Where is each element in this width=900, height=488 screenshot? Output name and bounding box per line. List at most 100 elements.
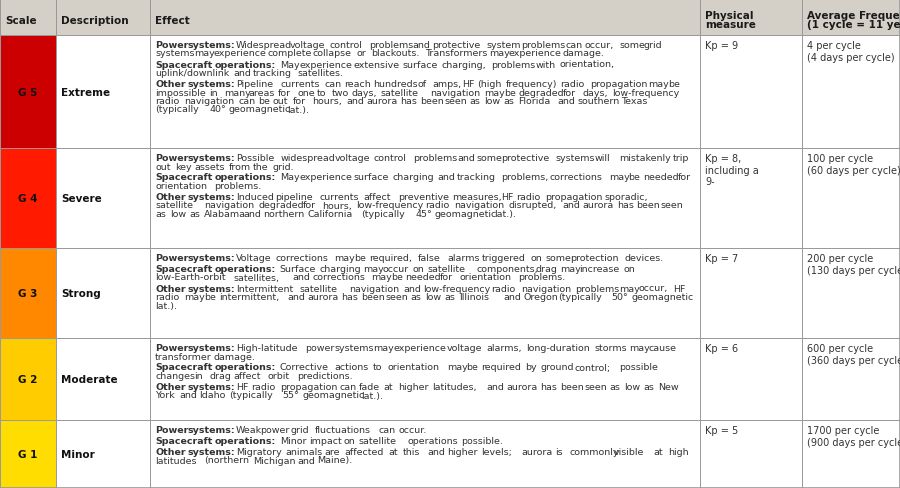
Text: systems:: systems: (187, 41, 235, 50)
Text: Power: Power (155, 41, 188, 50)
Text: currents: currents (280, 80, 319, 89)
Text: devices.: devices. (624, 253, 663, 263)
Bar (0, 149, 56, 248)
Bar (0, 420, 56, 488)
Text: 40°: 40° (209, 105, 226, 114)
Bar (56, 338, 150, 420)
Text: G 2: G 2 (18, 374, 38, 384)
Bar (56, 149, 150, 248)
Text: occur,: occur, (639, 284, 668, 293)
Text: systems:: systems: (187, 343, 235, 352)
Text: for: for (278, 88, 291, 97)
Text: on: on (531, 253, 543, 263)
Text: navigation: navigation (204, 201, 254, 210)
Text: and: and (297, 456, 315, 465)
Text: grid.: grid. (273, 162, 294, 171)
Text: system: system (487, 41, 521, 50)
Text: geomagnetic: geomagnetic (229, 105, 291, 114)
Text: surface: surface (402, 61, 438, 69)
Text: surface: surface (354, 173, 389, 182)
Text: radio: radio (155, 97, 179, 106)
Bar (56, 36, 150, 149)
Text: at: at (653, 447, 663, 456)
Text: systems:: systems: (187, 193, 235, 202)
Text: can: can (339, 382, 356, 391)
Text: aurora: aurora (521, 447, 552, 456)
Text: and: and (413, 41, 431, 50)
Text: from: from (229, 162, 251, 171)
Text: 55°: 55° (283, 391, 300, 400)
Text: Kp = 8,
including a
9-: Kp = 8, including a 9- (705, 154, 759, 187)
Text: Spacecraft: Spacecraft (155, 173, 212, 182)
Text: protective: protective (501, 154, 550, 163)
Text: one: one (297, 88, 315, 97)
Text: low: low (425, 292, 441, 302)
Text: (northern: (northern (204, 456, 249, 465)
Text: drag: drag (209, 371, 231, 380)
Text: widespread: widespread (280, 154, 335, 163)
Text: systems:: systems: (187, 154, 235, 163)
Text: may: may (446, 363, 468, 372)
Text: some: some (619, 41, 645, 50)
Text: May: May (280, 173, 300, 182)
Text: in: in (209, 88, 218, 97)
Text: alarms: alarms (447, 253, 480, 263)
Bar (150, 338, 700, 420)
Text: Florida: Florida (518, 97, 551, 106)
Text: satellite: satellite (381, 88, 418, 97)
Text: Other: Other (155, 80, 185, 89)
Text: will: will (595, 154, 610, 163)
Text: radio: radio (155, 292, 179, 302)
Text: needed: needed (644, 173, 679, 182)
Text: radio: radio (516, 193, 540, 202)
Text: control;: control; (574, 363, 610, 372)
Text: as: as (445, 292, 455, 302)
Text: low-frequency: low-frequency (423, 284, 490, 293)
Text: be: be (628, 173, 641, 182)
Text: on: on (624, 264, 635, 273)
Text: operations: operations (408, 436, 458, 445)
Text: collapse: collapse (312, 49, 351, 59)
Text: trip: trip (673, 154, 689, 163)
Text: hundreds: hundreds (374, 80, 419, 89)
Text: experience: experience (300, 61, 353, 69)
Text: for: for (562, 88, 576, 97)
Text: Moderate: Moderate (61, 374, 118, 384)
Text: be: be (204, 292, 216, 302)
Text: problems.: problems. (214, 182, 261, 191)
Text: may: may (560, 264, 580, 273)
Bar (802, 420, 900, 488)
Text: seen: seen (445, 97, 467, 106)
Text: New: New (659, 382, 679, 391)
Text: as: as (410, 292, 421, 302)
Text: in: in (194, 371, 202, 380)
Text: HF: HF (673, 284, 686, 293)
Text: (typically: (typically (361, 209, 405, 219)
Text: occur.: occur. (398, 425, 427, 434)
Text: and: and (243, 209, 261, 219)
Text: 45°: 45° (415, 209, 432, 219)
Text: mistakenly: mistakenly (619, 154, 670, 163)
Text: storms: storms (595, 343, 627, 352)
Text: the: the (253, 162, 269, 171)
Text: pipeline: pipeline (275, 193, 313, 202)
Text: Transformers: Transformers (425, 49, 488, 59)
Text: possible.: possible. (462, 436, 503, 445)
Text: can: can (324, 80, 342, 89)
Text: this: this (403, 447, 420, 456)
Text: many: many (224, 88, 250, 97)
Text: satellites,: satellites, (234, 273, 280, 282)
Text: radio: radio (425, 201, 449, 210)
Text: systems:: systems: (187, 284, 235, 293)
Text: satellite: satellite (428, 264, 465, 273)
Text: hours,: hours, (312, 97, 342, 106)
Text: voltage: voltage (334, 154, 370, 163)
Text: Extreme: Extreme (61, 87, 110, 97)
Text: Widespread: Widespread (236, 41, 292, 50)
Text: may: may (489, 49, 509, 59)
Text: be: be (668, 80, 680, 89)
Text: York: York (155, 391, 175, 400)
Text: problems: problems (413, 154, 457, 163)
Text: geomagnetic: geomagnetic (302, 391, 365, 400)
Text: Effect: Effect (155, 16, 190, 25)
